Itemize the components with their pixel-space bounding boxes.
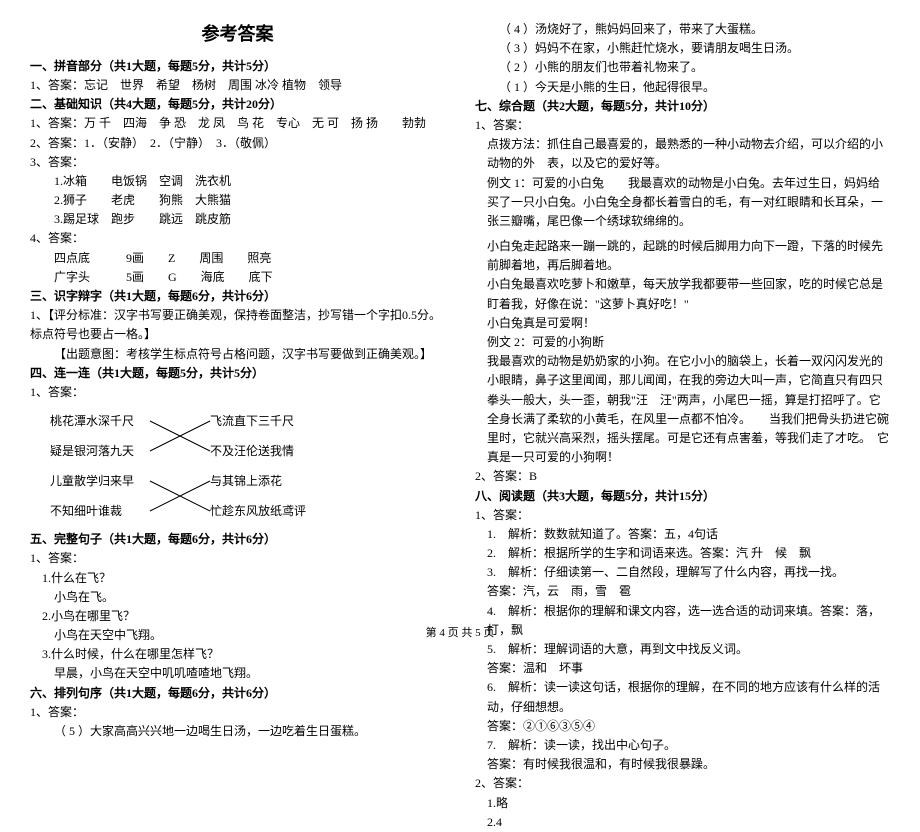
text-line: 例文 1：可爱的小白兔 我最喜欢的动物是小白兔。去年过生日，妈妈给买了一只小白兔… bbox=[475, 174, 890, 232]
text-line: 1、答案：万 千 四海 争 恐 龙 凤 鸟 花 专心 无 可 扬 扬 勃勃 bbox=[30, 114, 445, 133]
text-line: 1.冰箱 电饭锅 空调 洗衣机 bbox=[30, 172, 445, 191]
text-line: 小白兔最喜欢吃萝卜和嫩草，每天放学我都要带一些回家，吃的时候它总是盯着我，好像在… bbox=[475, 275, 890, 313]
text-line: 2、答案：B bbox=[475, 467, 890, 486]
text-line: 1. 解析：数数就知道了。答案：五，4句话 bbox=[475, 525, 890, 544]
text-line: 2.狮子 老虎 狗熊 大熊猫 bbox=[30, 191, 445, 210]
text-line: 答案：汽，云 雨，雪 雹 bbox=[475, 582, 890, 601]
connect-right-item: 忙趁东风放纸鸢评 bbox=[210, 496, 306, 526]
text-line: 1、答案： bbox=[30, 703, 445, 722]
text-line: 7. 解析：读一读，找出中心句子。 bbox=[475, 736, 890, 755]
text-line: 答案：温和 坏事 bbox=[475, 659, 890, 678]
section-1-head: 一、拼音部分（共1大题，每题5分，共计5分） bbox=[30, 57, 445, 76]
text-line: 3.什么时候，什么在哪里怎样飞？ bbox=[30, 645, 445, 664]
text-line: 3. 解析：仔细读第一、二自然段，理解写了什么内容，再找一找。 bbox=[475, 563, 890, 582]
connect-right-item: 飞流直下三千尺 bbox=[210, 406, 306, 436]
text-line: 2. 解析：根据所学的生字和词语来选。答案：汽 升 候 飘 bbox=[475, 544, 890, 563]
right-column: （ 4 ）汤烧好了，熊妈妈回来了，带来了大蛋糕。 （ 3 ）妈妈不在家，小熊赶忙… bbox=[475, 20, 890, 610]
text-line: 小白兔真是可爱啊！ bbox=[475, 314, 890, 333]
connect-left-item: 疑是银河落九天 bbox=[50, 436, 134, 466]
text-line: 小鸟在天空中飞翔。 bbox=[30, 626, 445, 645]
text-line: 1、答案： bbox=[475, 506, 890, 525]
text-line: 1、答案： bbox=[475, 116, 890, 135]
text-line: 小鸟在飞。 bbox=[30, 588, 445, 607]
connect-left-item: 不知细叶谁裁 bbox=[50, 496, 134, 526]
connect-left-item: 桃花潭水深千尺 bbox=[50, 406, 134, 436]
section-5-head: 五、完整句子（共1大题，每题6分，共计6分） bbox=[30, 530, 445, 549]
text-line: 1、【评分标准：汉字书写要正确美观，保持卷面整洁，抄写错一个字扣0.5分。标点符… bbox=[30, 306, 445, 344]
text-line: 2、答案：1．（安静） 2．（宁静） 3．（敬佩） bbox=[30, 134, 445, 153]
text-line: 1、答案：忘记 世界 希望 杨树 周围 冰冷 植物 领导 bbox=[30, 76, 445, 95]
text-line: 【出题意图：考核学生标点符号占格问题，汉字书写要做到正确美观。】 bbox=[30, 345, 445, 364]
text-line: 1、答案： bbox=[30, 549, 445, 568]
section-2-head: 二、基础知识（共4大题，每题5分，共计20分） bbox=[30, 95, 445, 114]
text-line: （ 1 ）今天是小熊的生日，他起得很早。 bbox=[475, 78, 890, 97]
text-line: 四点底 9画 Z 周围 照亮 bbox=[30, 249, 445, 268]
text-line: 4、答案： bbox=[30, 229, 445, 248]
text-line: 答案：有时候我很温和，有时候我很暴躁。 bbox=[475, 755, 890, 774]
text-line: 1.什么在飞？ bbox=[30, 569, 445, 588]
section-4-head: 四、连一连（共1大题，每题5分，共计5分） bbox=[30, 364, 445, 383]
text-line: 3、答案： bbox=[30, 153, 445, 172]
section-6-head: 六、排列句序（共1大题，每题6分，共计6分） bbox=[30, 684, 445, 703]
section-8-head: 八、阅读题（共3大题，每题5分，共计15分） bbox=[475, 487, 890, 506]
text-line: （ 4 ）汤烧好了，熊妈妈回来了，带来了大蛋糕。 bbox=[475, 20, 890, 39]
text-line: 早晨，小鸟在天空中叽叽喳喳地飞翔。 bbox=[30, 664, 445, 683]
text-line: 例文 2：可爱的小狗断 bbox=[475, 333, 890, 352]
text-line: 6. 解析：读一读这句话，根据你的理解，在不同的地方应该有什么样的活动，仔细想想… bbox=[475, 678, 890, 716]
left-column: 参考答案 一、拼音部分（共1大题，每题5分，共计5分） 1、答案：忘记 世界 希… bbox=[30, 20, 445, 610]
text-line: 1、答案： bbox=[30, 383, 445, 402]
text-line: 小白兔走起路来一蹦一跳的，起跳的时候后脚用力向下一蹬，下落的时候先前脚着地，再后… bbox=[475, 237, 890, 275]
section-7-head: 七、综合题（共2大题，每题5分，共计10分） bbox=[475, 97, 890, 116]
connect-left-item: 儿童散学归来早 bbox=[50, 466, 134, 496]
text-line: 3.踢足球 跑步 跳远 跳皮筋 bbox=[30, 210, 445, 229]
text-line: 4. 解析：根据你的理解和课文内容，选一选合适的动词来填。答案：落，打，飘 bbox=[475, 602, 890, 640]
connect-diagram: 桃花潭水深千尺 疑是银河落九天 儿童散学归来早 不知细叶谁裁 飞流直下三千尺 不… bbox=[50, 406, 445, 526]
text-line: 点拨方法：抓住自己最喜爱的，最熟悉的一种小动物去介绍，可以介绍的小动物的外 表，… bbox=[475, 135, 890, 173]
connect-right-item: 不及汪伦送我情 bbox=[210, 436, 306, 466]
connect-right-item: 与其锦上添花 bbox=[210, 466, 306, 496]
text-line: 2、答案： bbox=[475, 774, 890, 793]
text-line: （ 3 ）妈妈不在家，小熊赶忙烧水，要请朋友喝生日汤。 bbox=[475, 39, 890, 58]
text-line: 2.小鸟在哪里飞？ bbox=[30, 607, 445, 626]
text-line: 2.4 bbox=[475, 813, 890, 832]
text-line: 答案：②①⑥③⑤④ bbox=[475, 717, 890, 736]
doc-title: 参考答案 bbox=[30, 20, 445, 49]
section-3-head: 三、识字辩字（共1大题，每题6分，共计6分） bbox=[30, 287, 445, 306]
text-line: 广字头 5画 G 海底 底下 bbox=[30, 268, 445, 287]
text-line: （ 5 ）大家高高兴兴地一边喝生日汤，一边吃着生日蛋糕。 bbox=[30, 722, 445, 741]
text-line: 1.略 bbox=[475, 794, 890, 813]
text-line: （ 2 ）小熊的朋友们也带着礼物来了。 bbox=[475, 58, 890, 77]
text-line: 我最喜欢的动物是奶奶家的小狗。在它小小的脑袋上，长着一双闪闪发光的小眼睛，鼻子这… bbox=[475, 352, 890, 467]
